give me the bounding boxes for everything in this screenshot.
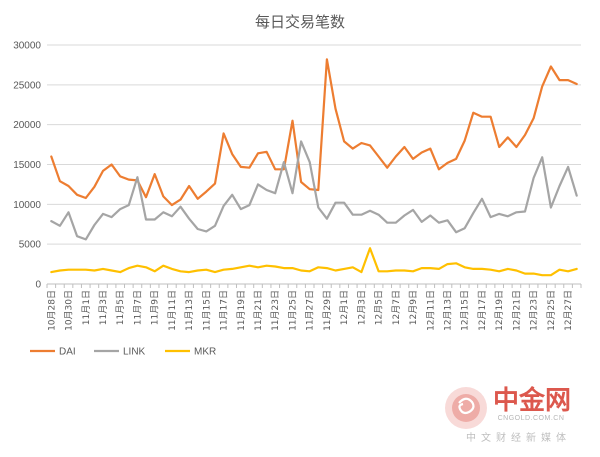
x-tick-label: 12月21日 bbox=[511, 290, 522, 331]
x-tick-label: 11月17日 bbox=[219, 290, 230, 331]
x-tick-label: 12月25日 bbox=[546, 290, 557, 331]
x-tick-label: 11月19日 bbox=[236, 290, 247, 331]
x-tick-label: 12月9日 bbox=[408, 290, 419, 325]
x-tick-label: 11月11日 bbox=[167, 290, 178, 331]
y-tick-label: 20000 bbox=[13, 120, 41, 131]
watermark-brand: 中金网 bbox=[493, 385, 571, 416]
legend-item-dai: DAI bbox=[30, 347, 76, 358]
x-tick-label: 12月1日 bbox=[339, 290, 350, 325]
grid bbox=[47, 44, 581, 285]
x-tick-label: 11月9日 bbox=[150, 290, 161, 325]
y-tick-label: 5000 bbox=[19, 240, 42, 251]
watermark-tagline: 中文财经新媒体 bbox=[466, 431, 571, 444]
x-tick-label: 11月13日 bbox=[184, 290, 195, 331]
x-tick-label: 11月7日 bbox=[132, 290, 143, 325]
x-tick-label: 12月5日 bbox=[374, 290, 385, 325]
y-tick-label: 30000 bbox=[13, 41, 41, 52]
series-line-link bbox=[50, 140, 578, 241]
x-tick-label: 12月19日 bbox=[494, 290, 505, 331]
watermark-url: CNGOLD.COM.CN bbox=[498, 415, 565, 422]
y-tick-label: 10000 bbox=[13, 200, 41, 211]
y-axis: 0 5000 10000 15000 20000 25000 30000 bbox=[13, 41, 41, 291]
x-tick-label: 11月3日 bbox=[98, 290, 109, 325]
x-tick-label: 11月29日 bbox=[322, 290, 333, 331]
x-tick-label: 11月5日 bbox=[115, 290, 126, 325]
y-tick-label: 0 bbox=[35, 280, 41, 291]
legend-item-link: LINK bbox=[94, 347, 146, 358]
x-tick-label: 12月17日 bbox=[477, 290, 488, 331]
x-tick-label: 11月15日 bbox=[201, 290, 212, 331]
x-tick-label: 12月3日 bbox=[356, 290, 367, 325]
watermark: 中金网 CNGOLD.COM.CN 中文财经新媒体 bbox=[445, 385, 571, 444]
y-tick-label: 15000 bbox=[13, 160, 41, 171]
x-tick-label: 11月23日 bbox=[270, 290, 281, 331]
legend-item-mkr: MKR bbox=[165, 347, 216, 358]
legend: DAI LINK MKR bbox=[30, 347, 216, 358]
legend-label: DAI bbox=[59, 347, 76, 358]
x-tick-label: 10月28日 bbox=[46, 290, 57, 331]
x-axis: 10月28日 10月30日 11月1日 11月3日 11月5日 11月7日 11月9日 11月… bbox=[46, 284, 582, 331]
series-line-mkr bbox=[50, 247, 578, 277]
x-tick-label: 12月13日 bbox=[443, 290, 454, 331]
legend-label: LINK bbox=[123, 347, 146, 358]
x-tick-label: 11月21日 bbox=[253, 290, 264, 331]
x-tick-label: 11月25日 bbox=[287, 290, 298, 331]
x-tick-label: 12月11日 bbox=[425, 290, 436, 331]
x-tick-label: 11月27日 bbox=[305, 290, 316, 331]
legend-label: MKR bbox=[194, 347, 216, 358]
watermark-logo-icon bbox=[445, 387, 487, 429]
x-tick-label: 12月15日 bbox=[460, 290, 471, 331]
x-tick-label: 11月1日 bbox=[81, 290, 92, 325]
y-tick-label: 25000 bbox=[13, 80, 41, 91]
x-tick-label: 10月30日 bbox=[64, 290, 75, 331]
chart-title: 每日交易笔数 bbox=[255, 13, 345, 31]
x-tick-label: 12月23日 bbox=[529, 290, 540, 331]
x-tick-label: 12月27日 bbox=[563, 290, 574, 331]
x-tick-label: 12月7日 bbox=[391, 290, 402, 325]
series-lines bbox=[50, 58, 578, 277]
